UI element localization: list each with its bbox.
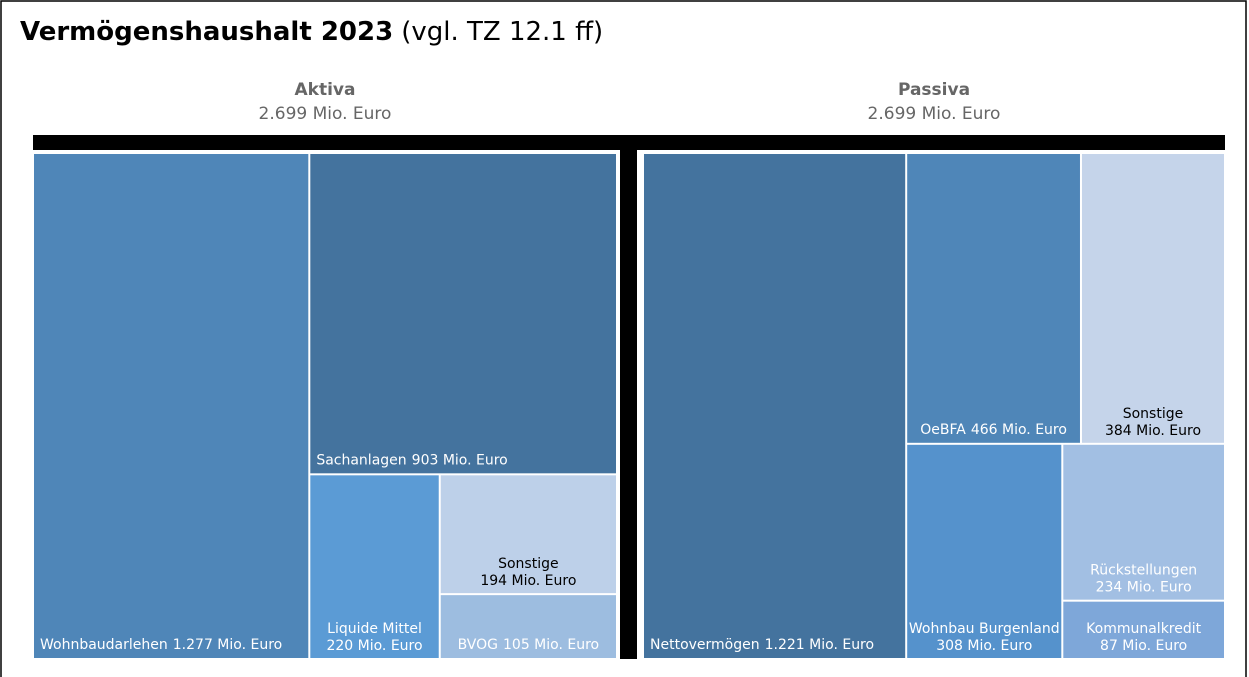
tile-name: Nettovermögen <box>650 637 760 653</box>
tile-name: OeBFA <box>920 422 966 438</box>
page-title: Vermögenshaushalt 2023 (vgl. TZ 12.1 ff) <box>20 17 603 47</box>
tile <box>440 595 616 658</box>
tile-value: 220 Mio. Euro <box>326 638 422 654</box>
tile-value: 1.277 Mio. Euro <box>173 637 282 653</box>
tile <box>1063 601 1224 658</box>
title: Vermögenshaushalt 2023 <box>20 17 393 47</box>
tile-label: OeBFA 466 Mio. Euro <box>920 422 1067 438</box>
side-total: 2.699 Mio. Euro <box>868 104 1001 124</box>
tile <box>907 154 1080 443</box>
tile <box>907 444 1062 658</box>
tile-value: 466 Mio. Euro <box>971 422 1067 438</box>
tile <box>310 154 616 474</box>
tile-name: BVOG <box>458 637 498 653</box>
side-title: Passiva <box>898 80 970 100</box>
tile-name: Wohnbaudarlehen <box>40 637 168 653</box>
tile-name: Kommunalkredit <box>1086 621 1201 637</box>
tile-value: 1.221 Mio. Euro <box>765 637 874 653</box>
tile-name: Rückstellungen <box>1090 563 1197 579</box>
tile <box>1081 154 1224 443</box>
tile-value: 194 Mio. Euro <box>480 573 576 589</box>
tile-value: 384 Mio. Euro <box>1105 423 1201 439</box>
tile-name: Sonstige <box>1123 406 1184 422</box>
side-title: Aktiva <box>295 80 356 100</box>
tile-name: Sachanlagen <box>316 452 406 468</box>
tile-value: 903 Mio. Euro <box>412 452 508 468</box>
side-total: 2.699 Mio. Euro <box>259 104 392 124</box>
tile-value: 105 Mio. Euro <box>503 637 599 653</box>
tile-label: Wohnbaudarlehen 1.277 Mio. Euro <box>40 637 282 653</box>
tile-name: Liquide Mittel <box>327 621 422 637</box>
tile-value: 234 Mio. Euro <box>1096 580 1192 596</box>
tile <box>440 475 616 594</box>
tile-label: BVOG 105 Mio. Euro <box>458 637 599 653</box>
tile-name: Sonstige <box>498 556 559 572</box>
divider <box>620 135 637 659</box>
subtitle: (vgl. TZ 12.1 ff) <box>401 17 603 47</box>
tile <box>1063 444 1224 600</box>
tile <box>644 154 906 658</box>
tile-label: Nettovermögen 1.221 Mio. Euro <box>650 637 874 653</box>
tile-name: Wohnbau Burgenland <box>909 621 1060 637</box>
tile-label: Sachanlagen 903 Mio. Euro <box>316 452 507 468</box>
tile <box>310 475 439 658</box>
tile-value: 87 Mio. Euro <box>1100 638 1187 654</box>
tile <box>34 154 309 658</box>
tile-value: 308 Mio. Euro <box>936 638 1032 654</box>
